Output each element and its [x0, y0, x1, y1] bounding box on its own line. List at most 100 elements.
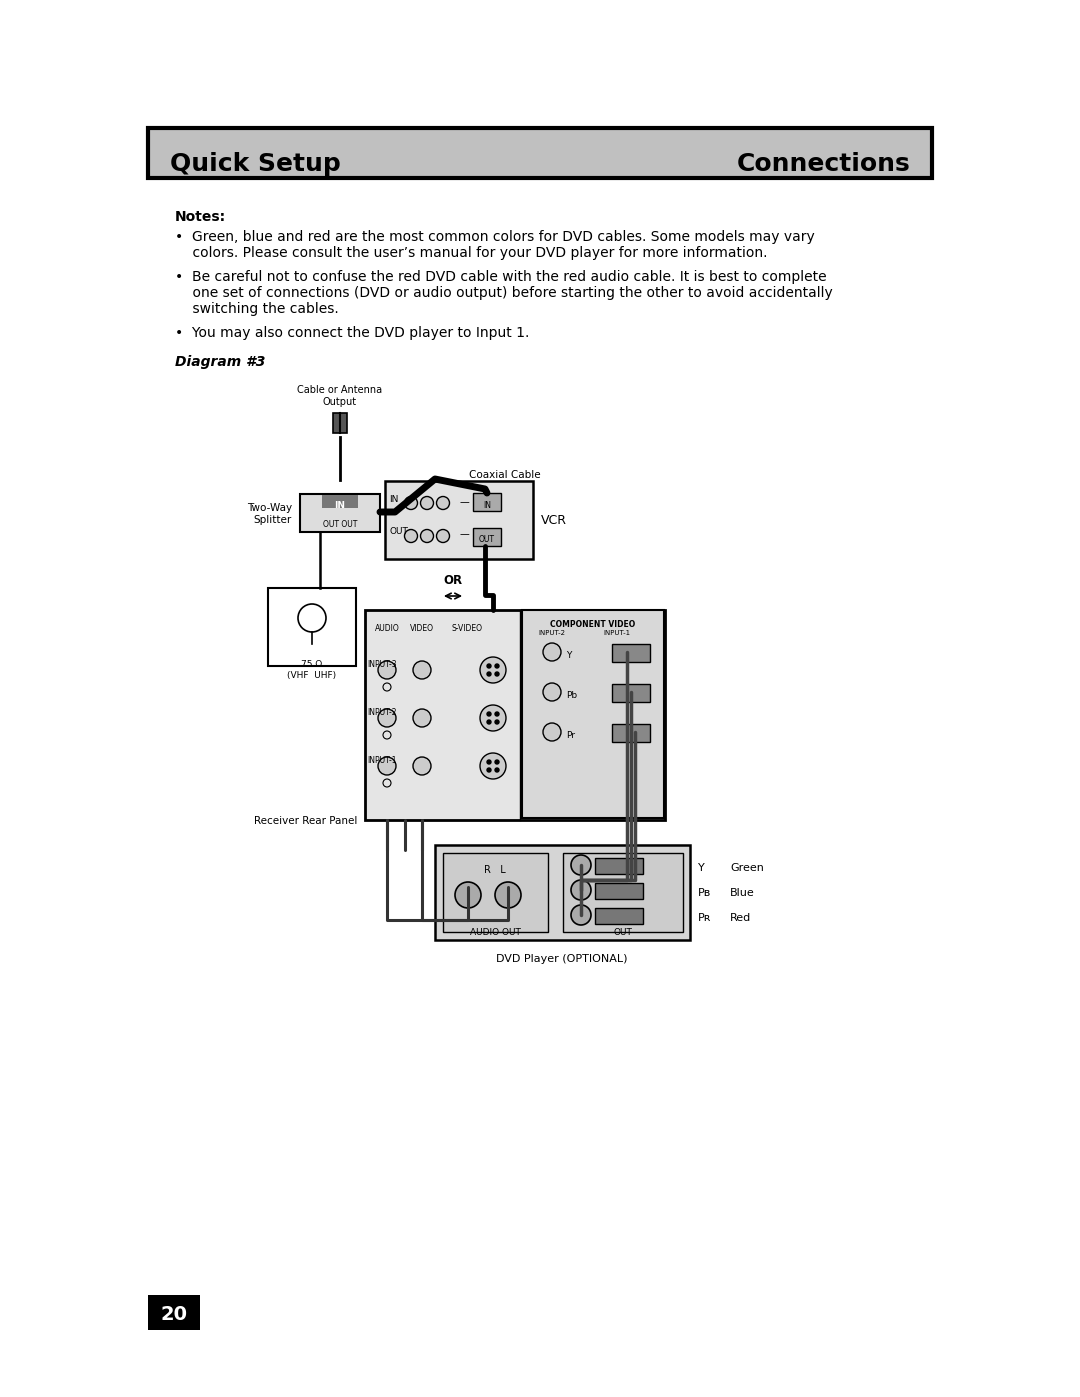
Circle shape	[436, 496, 449, 510]
Text: Pʀ: Pʀ	[698, 914, 712, 923]
Text: INPUT-2: INPUT-2	[367, 708, 396, 717]
FancyBboxPatch shape	[435, 845, 690, 940]
Circle shape	[495, 882, 521, 908]
Text: OUT: OUT	[613, 928, 633, 937]
Text: 20: 20	[161, 1305, 188, 1323]
FancyBboxPatch shape	[443, 854, 548, 932]
Circle shape	[413, 710, 431, 726]
FancyBboxPatch shape	[384, 481, 534, 559]
Circle shape	[405, 496, 418, 510]
Circle shape	[420, 529, 433, 542]
FancyBboxPatch shape	[612, 685, 650, 703]
FancyBboxPatch shape	[473, 528, 501, 546]
Circle shape	[495, 768, 499, 773]
Circle shape	[413, 661, 431, 679]
Circle shape	[455, 882, 481, 908]
Circle shape	[487, 719, 491, 724]
Text: INPUT-1: INPUT-1	[604, 630, 631, 636]
Circle shape	[480, 705, 507, 731]
Circle shape	[543, 643, 561, 661]
Circle shape	[571, 855, 591, 875]
Text: IN: IN	[389, 495, 399, 504]
Text: IN: IN	[335, 502, 346, 510]
Circle shape	[495, 664, 499, 668]
Text: INPUT-2: INPUT-2	[539, 630, 566, 636]
Circle shape	[495, 672, 499, 676]
FancyBboxPatch shape	[522, 610, 664, 819]
Circle shape	[413, 757, 431, 775]
Circle shape	[420, 496, 433, 510]
FancyBboxPatch shape	[148, 129, 932, 177]
Circle shape	[487, 664, 491, 668]
Text: —: —	[460, 529, 470, 539]
Text: INPUT-1: INPUT-1	[367, 756, 396, 766]
Circle shape	[378, 710, 396, 726]
Text: •  You may also connect the DVD player to Input 1.: • You may also connect the DVD player to…	[175, 326, 529, 339]
Text: one set of connections (DVD or audio output) before starting the other to avoid : one set of connections (DVD or audio out…	[175, 286, 833, 300]
Circle shape	[480, 657, 507, 683]
Text: Green: Green	[730, 863, 764, 873]
Text: COMPONENT VIDEO: COMPONENT VIDEO	[551, 620, 636, 629]
Text: IN: IN	[483, 502, 491, 510]
Text: Pb: Pb	[566, 692, 577, 700]
Text: colors. Please consult the user’s manual for your DVD player for more informatio: colors. Please consult the user’s manual…	[175, 246, 768, 260]
Text: Two-Way
Splitter: Two-Way Splitter	[247, 503, 292, 525]
Circle shape	[487, 712, 491, 717]
Text: Y: Y	[566, 651, 571, 661]
Text: OR: OR	[444, 574, 462, 587]
Text: Cable or Antenna
Output: Cable or Antenna Output	[297, 386, 382, 408]
Text: •  Be careful not to confuse the red DVD cable with the red audio cable. It is b: • Be careful not to confuse the red DVD …	[175, 270, 826, 284]
Text: INPUT-3: INPUT-3	[367, 659, 396, 669]
FancyBboxPatch shape	[333, 414, 347, 433]
FancyBboxPatch shape	[365, 610, 665, 820]
Text: —: —	[460, 497, 470, 507]
FancyBboxPatch shape	[473, 493, 501, 511]
FancyBboxPatch shape	[148, 1295, 200, 1330]
Text: 75 Ω
(VHF  UHF): 75 Ω (VHF UHF)	[287, 659, 337, 680]
FancyBboxPatch shape	[563, 854, 683, 932]
Text: •  Green, blue and red are the most common colors for DVD cables. Some models ma: • Green, blue and red are the most commo…	[175, 231, 814, 244]
Circle shape	[495, 712, 499, 717]
Circle shape	[495, 760, 499, 764]
Circle shape	[571, 905, 591, 925]
Text: Y: Y	[698, 863, 705, 873]
Circle shape	[378, 661, 396, 679]
FancyBboxPatch shape	[322, 495, 357, 509]
Circle shape	[487, 760, 491, 764]
Circle shape	[495, 719, 499, 724]
Text: R   L: R L	[484, 865, 505, 875]
Circle shape	[487, 672, 491, 676]
Text: S-VIDEO: S-VIDEO	[451, 624, 483, 633]
Text: Pr: Pr	[566, 732, 575, 740]
Text: AUDIO OUT: AUDIO OUT	[470, 928, 521, 937]
Circle shape	[543, 724, 561, 740]
FancyBboxPatch shape	[595, 858, 643, 875]
Circle shape	[378, 757, 396, 775]
Text: Red: Red	[730, 914, 752, 923]
Text: Pʙ: Pʙ	[698, 888, 711, 898]
Circle shape	[436, 529, 449, 542]
Text: Receiver Rear Panel: Receiver Rear Panel	[254, 816, 357, 826]
Text: OUT: OUT	[389, 527, 408, 536]
Text: Connections: Connections	[737, 152, 910, 176]
Text: Coaxial Cable: Coaxial Cable	[469, 469, 541, 481]
Text: DVD Player (OPTIONAL): DVD Player (OPTIONAL)	[496, 954, 627, 964]
Text: AUDIO: AUDIO	[375, 624, 400, 633]
FancyBboxPatch shape	[300, 495, 380, 532]
Text: switching the cables.: switching the cables.	[175, 302, 339, 316]
Text: Blue: Blue	[730, 888, 755, 898]
Text: OUT OUT: OUT OUT	[323, 520, 357, 529]
Text: Quick Setup: Quick Setup	[170, 152, 341, 176]
Circle shape	[480, 753, 507, 780]
FancyBboxPatch shape	[595, 883, 643, 900]
Circle shape	[405, 529, 418, 542]
FancyBboxPatch shape	[595, 908, 643, 923]
Circle shape	[571, 880, 591, 900]
Text: VCR: VCR	[541, 514, 567, 527]
Text: Notes:: Notes:	[175, 210, 226, 224]
Text: Diagram #3: Diagram #3	[175, 355, 266, 369]
FancyBboxPatch shape	[612, 724, 650, 742]
FancyBboxPatch shape	[612, 644, 650, 662]
Circle shape	[543, 683, 561, 701]
Text: OUT: OUT	[480, 535, 495, 543]
